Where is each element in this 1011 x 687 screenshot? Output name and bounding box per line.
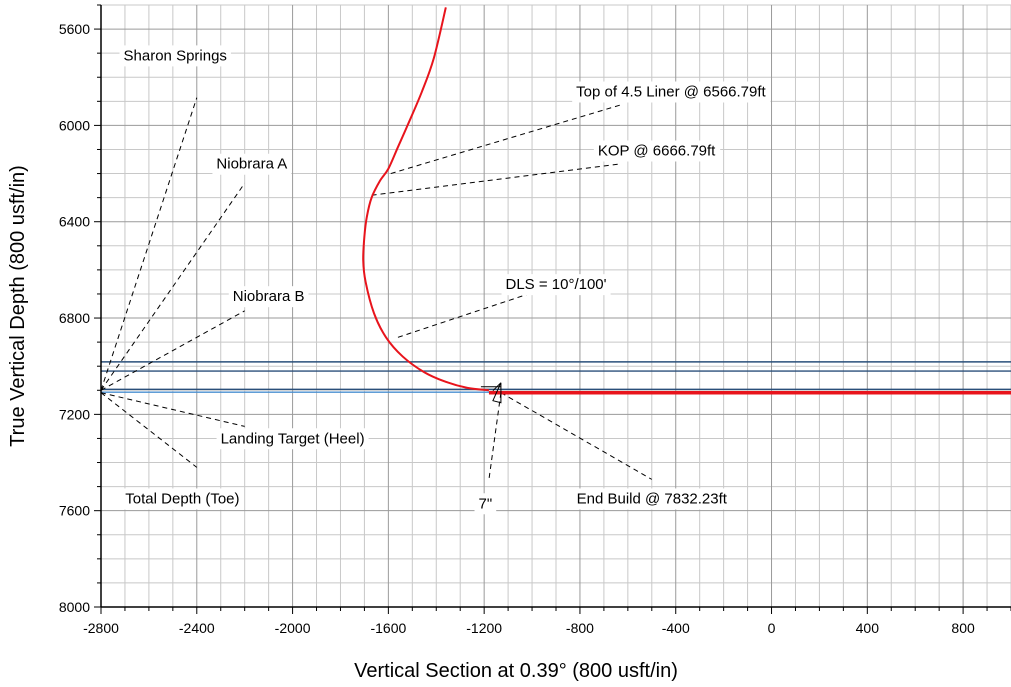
x-tick-label: 400 — [856, 620, 880, 636]
annotation-label: 7" — [479, 495, 493, 512]
annotation-label-bg — [216, 428, 369, 450]
annotation-labels: Sharon Springs Niobrara A Niobrara B Landin… — [119, 45, 771, 515]
build-curve-line — [362, 7, 490, 392]
annotation-label: Niobrara B — [233, 288, 305, 305]
annotation-label-bg — [593, 140, 721, 162]
annotation-label: Landing Target (Heel) — [221, 430, 365, 447]
annotation: End Build @ 7832.23ft — [572, 488, 732, 510]
x-tick-label: -1200 — [466, 620, 502, 636]
annotation: Niobrara B — [228, 286, 309, 308]
annotation: Sharon Springs — [119, 45, 231, 67]
well-path — [362, 7, 1011, 395]
annotation-leaders — [100, 97, 653, 480]
x-axis-title: Vertical Section at 0.39° (800 usft/in) — [354, 660, 678, 682]
annotation-leader — [500, 392, 653, 480]
annotation-leader — [390, 104, 621, 175]
y-tick-label: 8000 — [59, 599, 90, 615]
grid-minor — [101, 4, 1011, 607]
y-tick-label: 6400 — [59, 214, 90, 230]
annotation-label: Top of 4.5 Liner @ 6566.79ft — [576, 84, 766, 101]
formation-lines — [101, 361, 1011, 393]
annotation-leader — [100, 97, 198, 391]
annotation-leader — [100, 182, 246, 391]
annotation: Total Depth (Toe) — [121, 488, 244, 510]
annotation-leader — [100, 310, 245, 391]
tick-labels: -2800 -2400 -2000 -1600 -1200 -800 -400 0 400 800… — [59, 21, 975, 636]
annotation-label: Total Depth (Toe) — [125, 490, 239, 507]
annotation-label: Niobrara A — [216, 156, 287, 173]
annotation-label: KOP @ 6666.79ft — [598, 143, 716, 160]
casing-marker — [480, 382, 502, 404]
annotation: Niobrara A — [212, 153, 292, 175]
annotation-label-bg — [228, 286, 309, 308]
x-tick-label: -2400 — [179, 620, 215, 636]
x-tick-label: 0 — [768, 620, 776, 636]
annotation: 7" — [474, 493, 497, 515]
annotation-label-bg — [119, 45, 231, 67]
x-tick-label: 800 — [951, 620, 975, 636]
annotation-label-bg — [212, 153, 292, 175]
x-tick-label: -800 — [566, 620, 594, 636]
annotation-label: DLS = 10°/100' — [505, 276, 606, 293]
annotation-leader — [488, 392, 502, 480]
y-tick-label: 6000 — [59, 117, 90, 133]
x-tick-label: -2800 — [83, 620, 119, 636]
annotation-label: End Build @ 7832.23ft — [577, 490, 728, 507]
y-tick-label: 7600 — [59, 503, 90, 519]
axes — [94, 4, 1011, 614]
annotation-leader — [100, 392, 245, 427]
y-axis-title: True Vertical Depth (800 usft/in) — [7, 165, 29, 447]
annotation-label-bg — [572, 81, 771, 103]
annotation-leader — [100, 392, 198, 468]
annotation-label-bg — [572, 488, 732, 510]
x-tick-label: -2000 — [275, 620, 311, 636]
x-tick-label: -400 — [662, 620, 690, 636]
annotation-label-bg — [501, 274, 611, 296]
annotation-leader — [371, 163, 621, 196]
y-tick-label: 7200 — [59, 406, 90, 422]
y-tick-label: 6800 — [59, 310, 90, 326]
y-tick-label: 5600 — [59, 21, 90, 37]
annotation: Top of 4.5 Liner @ 6566.79ft — [572, 81, 771, 103]
annotation-leader — [397, 292, 533, 338]
annotation: KOP @ 6666.79ft — [593, 140, 721, 162]
annotation-label: Sharon Springs — [124, 47, 227, 64]
x-tick-label: -1600 — [370, 620, 406, 636]
annotation: Landing Target (Heel) — [216, 428, 369, 450]
annotation-label-bg — [474, 493, 497, 515]
annotation: DLS = 10°/100' — [501, 274, 611, 296]
annotation-label-bg — [121, 488, 244, 510]
